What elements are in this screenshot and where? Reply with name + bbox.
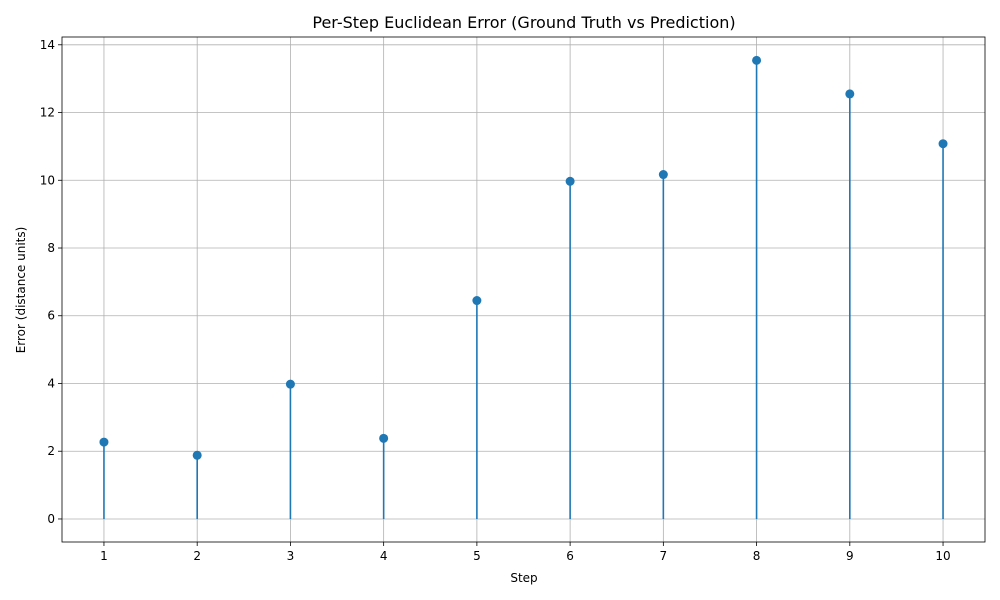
y-tick-label: 0 <box>47 512 55 526</box>
data-point <box>379 433 389 443</box>
x-tick-label: 1 <box>100 549 108 563</box>
y-tick-label: 6 <box>47 309 55 323</box>
data-point <box>752 55 762 65</box>
x-tick-label: 3 <box>287 549 295 563</box>
x-tick-label: 8 <box>753 549 761 563</box>
y-tick-label: 14 <box>40 38 55 52</box>
chart-title: Per-Step Euclidean Error (Ground Truth v… <box>312 13 735 32</box>
data-point <box>938 139 948 149</box>
x-tick-label: 10 <box>935 549 950 563</box>
data-point <box>565 176 575 186</box>
y-tick-label: 2 <box>47 444 55 458</box>
x-tick-label: 9 <box>846 549 854 563</box>
data-point <box>658 170 668 180</box>
x-tick-label: 5 <box>473 549 481 563</box>
data-point <box>192 450 202 460</box>
x-tick-label: 2 <box>193 549 201 563</box>
data-marks <box>99 55 948 519</box>
data-point <box>472 296 482 306</box>
y-axis-label: Error (distance units) <box>14 227 28 354</box>
x-tick-label: 7 <box>660 549 668 563</box>
y-tick-label: 4 <box>47 376 55 390</box>
y-tick-label: 8 <box>47 241 55 255</box>
x-tick-label: 4 <box>380 549 388 563</box>
y-tick-label: 12 <box>40 106 55 120</box>
x-axis-label: Step <box>510 571 537 585</box>
data-point <box>99 437 109 447</box>
y-tick-label: 10 <box>40 173 55 187</box>
x-tick-label: 6 <box>566 549 574 563</box>
plot-frame <box>61 36 986 543</box>
data-point <box>285 379 295 389</box>
data-point <box>845 89 855 99</box>
